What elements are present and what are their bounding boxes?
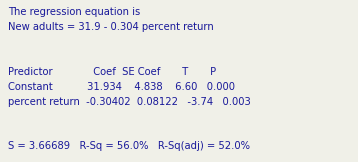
Text: Predictor             Coef  SE Coef       T       P: Predictor Coef SE Coef T P: [8, 67, 216, 77]
Text: New adults = 31.9 - 0.304 percent return: New adults = 31.9 - 0.304 percent return: [8, 22, 214, 32]
Text: Constant           31.934    4.838    6.60   0.000: Constant 31.934 4.838 6.60 0.000: [8, 82, 235, 92]
Text: percent return  -0.30402  0.08122   -3.74   0.003: percent return -0.30402 0.08122 -3.74 0.…: [8, 97, 251, 107]
Text: The regression equation is: The regression equation is: [8, 7, 140, 17]
Text: S = 3.66689   R-Sq = 56.0%   R-Sq(adj) = 52.0%: S = 3.66689 R-Sq = 56.0% R-Sq(adj) = 52.…: [8, 141, 250, 151]
